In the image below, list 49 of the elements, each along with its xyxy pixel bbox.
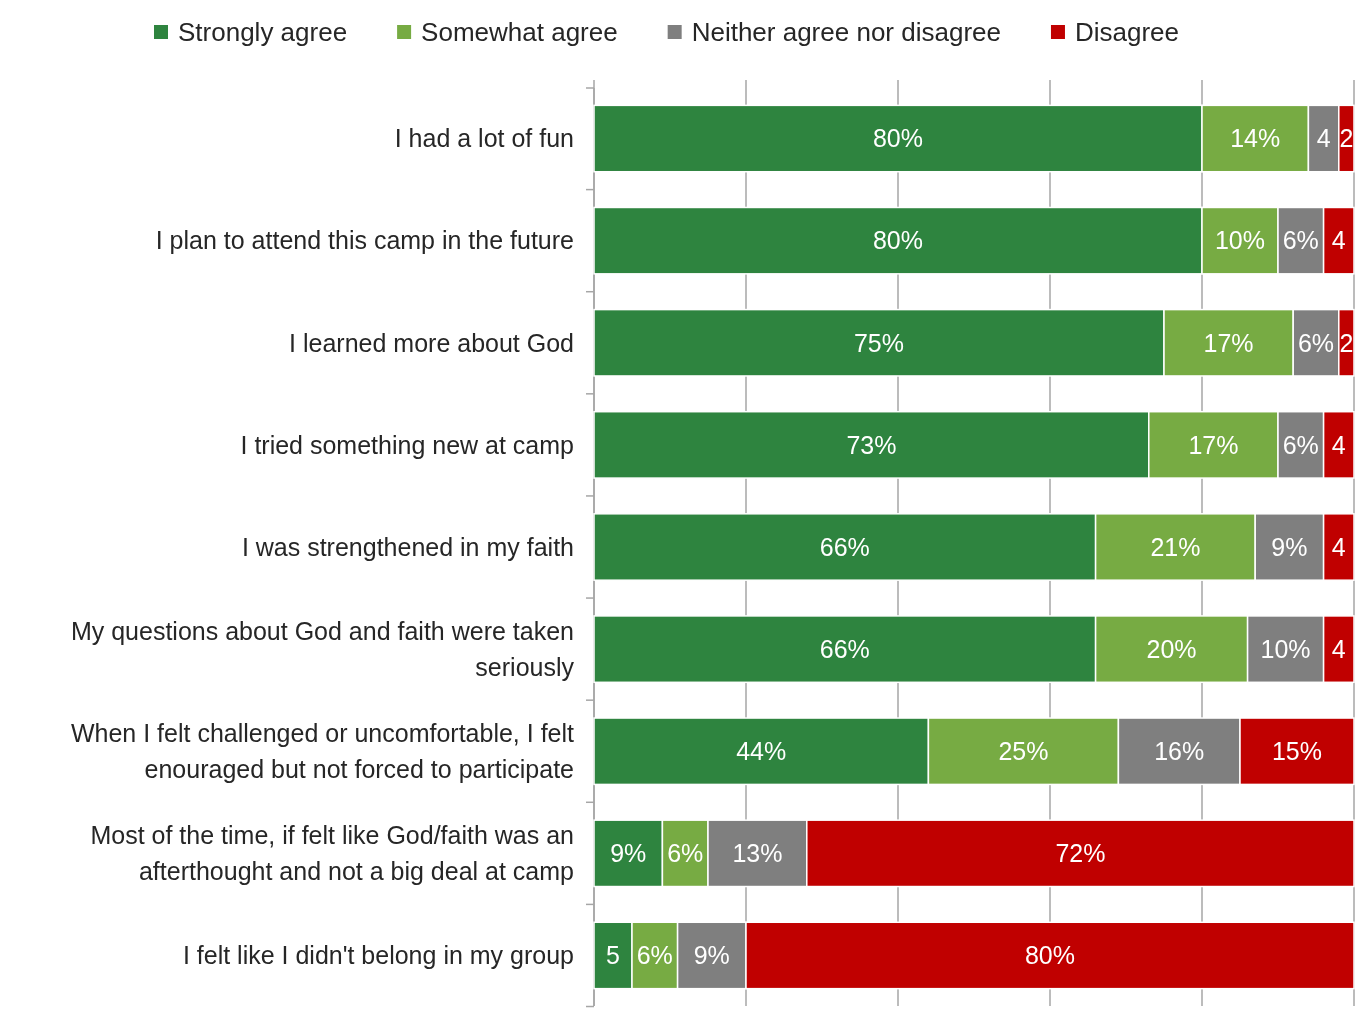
legend-label: Disagree [1074, 17, 1180, 48]
data-label: 6% [1282, 430, 1319, 459]
y-tick-label: I felt like I didn't belong in my group [182, 941, 574, 970]
data-label: 2 [1339, 328, 1354, 357]
data-label: 10% [1214, 226, 1266, 255]
y-tick-label: I tried something new at camp [240, 430, 574, 459]
data-label: 6% [636, 941, 673, 970]
data-label: 4 [1331, 634, 1346, 663]
data-label: 75% [853, 328, 905, 357]
y-tick-label: My questions about God and faith were taken seriously [70, 616, 575, 681]
data-label: 4 [1331, 430, 1346, 459]
data-label: 4 [1331, 532, 1346, 561]
data-label: 25% [998, 736, 1049, 765]
data-label: 16% [1154, 736, 1205, 765]
data-label: 21% [1150, 532, 1201, 561]
data-label: 80% [1024, 941, 1076, 970]
data-label: 73% [846, 430, 897, 459]
data-label: 17% [1203, 328, 1254, 357]
legend-label: Neither agree nor disagree [691, 17, 1001, 48]
data-label: 9% [693, 941, 730, 970]
data-label: 20% [1146, 634, 1197, 663]
data-label: 80% [872, 124, 924, 153]
data-label: 4 [1331, 226, 1346, 255]
y-tick-label: When I felt challenged or uncomfortable, I felt enouraged but not forced to participate [70, 718, 575, 783]
data-label: 9% [610, 839, 647, 868]
data-label: 44% [736, 736, 787, 765]
data-label: 6% [667, 839, 704, 868]
data-label: 10% [1260, 634, 1311, 663]
data-label: 6% [1282, 226, 1319, 255]
y-tick-label: I had a lot of fun [394, 124, 574, 153]
legend-label: Somewhat agree [421, 17, 618, 48]
data-label: 15% [1271, 736, 1323, 765]
data-label: 9% [1271, 532, 1308, 561]
data-label: 66% [819, 634, 870, 663]
data-label: 17% [1188, 430, 1239, 459]
data-label: 66% [819, 532, 870, 561]
data-label: 6% [1297, 328, 1335, 357]
y-tick-label: I learned more about God [289, 328, 574, 357]
data-label: 80% [872, 226, 924, 255]
data-label: 72% [1055, 839, 1106, 868]
data-label: 2 [1339, 124, 1354, 153]
data-label: 13% [732, 839, 783, 868]
y-tick-label: I was strengthened in my faith [241, 532, 574, 561]
legend-label: Strongly agree [178, 17, 348, 48]
data-label: 4 [1316, 124, 1331, 153]
y-tick-label: I plan to attend this camp in the future [155, 226, 574, 255]
y-tick-label: Most of the time, if felt like God/faith was an afterthought and not a big deal at camp [90, 821, 574, 886]
data-label: 14% [1230, 124, 1281, 153]
data-label: 5 [606, 941, 620, 970]
